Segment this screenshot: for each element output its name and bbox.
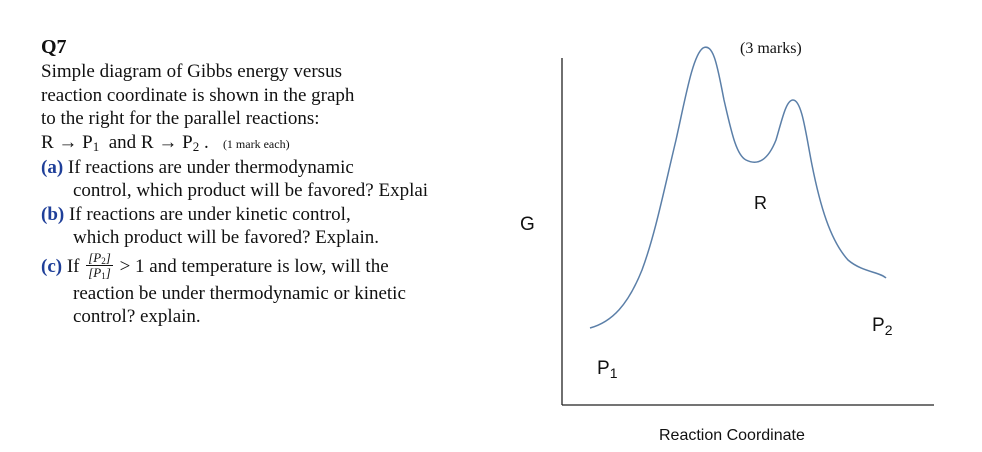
- reaction-2-sub: 2: [192, 138, 200, 154]
- reaction-1-text: R → P: [41, 131, 93, 153]
- concentration-ratio-fraction: [P2] [P1]: [86, 249, 113, 281]
- label-r: R: [754, 193, 767, 213]
- part-c-line-2: reaction be under thermodynamic or kinet…: [73, 282, 406, 304]
- part-a-line-2: control, which product will be favored? …: [73, 180, 429, 202]
- part-b-label: (b): [41, 203, 65, 225]
- part-b-text-1: If reactions are under kinetic control,: [68, 203, 351, 225]
- marks-label: (3 marks): [740, 40, 802, 57]
- reactions-line: R → P1 and R → P2 . (1 mark each): [41, 131, 521, 156]
- reactions-mark-note: (1 mark each): [222, 136, 290, 151]
- part-c-line-3: control? explain.: [73, 306, 201, 328]
- question-block: Q7 Simple diagram of Gibbs energy versus…: [41, 36, 521, 328]
- intro-line-3: to the right for the parallel reactions:: [41, 108, 320, 130]
- part-c-text-1: > 1 and temperature is low, will the: [119, 255, 389, 277]
- part-c-label: (c): [41, 255, 63, 277]
- reaction-1-sub: 1: [92, 138, 100, 154]
- intro-line-2: reaction coordinate is shown in the grap…: [41, 84, 355, 106]
- intro-line-1: Simple diagram of Gibbs energy versus: [41, 61, 342, 83]
- fraction-denominator: [P1]: [88, 264, 111, 281]
- part-b-line-2: which product will be favored? Explain.: [73, 227, 380, 249]
- label-p1: P1: [597, 358, 618, 381]
- reaction-end: .: [199, 131, 209, 153]
- reaction-2-text: and R → P: [99, 131, 193, 153]
- question-number: Q7: [41, 36, 67, 58]
- x-axis-label: Reaction Coordinate: [659, 427, 805, 444]
- fraction-numerator: [P2]: [86, 249, 113, 266]
- part-b-line-1: (b) If reactions are under kinetic contr…: [41, 203, 521, 226]
- y-axis-label: G: [520, 214, 535, 235]
- label-p2: P2: [872, 315, 893, 338]
- part-a-line-1: (a) If reactions are under thermodynamic: [41, 156, 521, 179]
- part-c-if: If: [66, 255, 80, 277]
- energy-curve: [589, 46, 887, 329]
- part-a-text-1: If reactions are under thermodynamic: [67, 157, 354, 179]
- part-c-line-1: (c) If [P2] [P1] > 1 and temperature is …: [41, 249, 521, 282]
- part-a-label: (a): [41, 157, 64, 179]
